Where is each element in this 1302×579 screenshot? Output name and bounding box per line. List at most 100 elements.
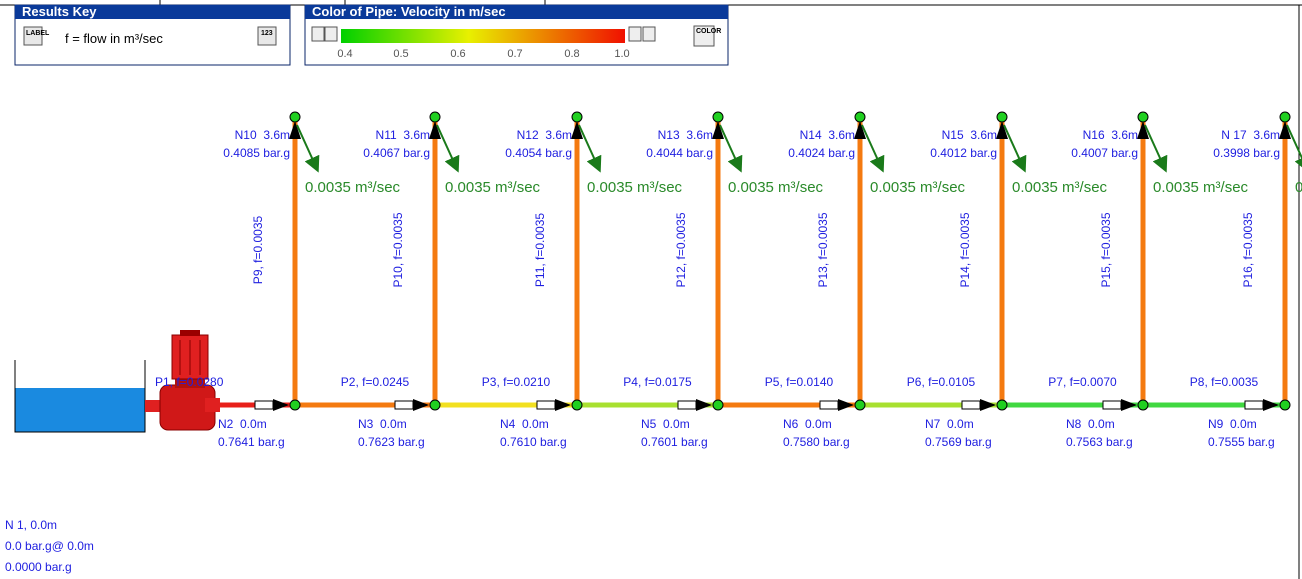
- node-pressure: 0.7610 bar.g: [500, 435, 567, 449]
- node-pressure: 0.7641 bar.g: [218, 435, 285, 449]
- label-button[interactable]: [23, 26, 43, 46]
- color-key: Color of Pipe: Velocity in m/sec COLOR 0…: [304, 4, 729, 66]
- node: [854, 399, 866, 411]
- outlet-marker: [289, 121, 301, 139]
- right-button[interactable]: [642, 26, 656, 42]
- node: [289, 399, 301, 411]
- node-label: N6 0.0m: [783, 417, 832, 431]
- pipe-label: P9, f=0.0035: [251, 215, 265, 284]
- node: [996, 111, 1008, 123]
- scale-tick-label: 0.8: [564, 48, 579, 60]
- flow-arrow: [296, 124, 320, 173]
- scale-tick-label: 1.0: [614, 48, 629, 60]
- check-valve: [961, 400, 981, 410]
- pump: [145, 330, 220, 431]
- pipe-label: P4, f=0.0175: [623, 375, 692, 389]
- velocity-gradient: [341, 29, 625, 43]
- demand-flow: 0.0035 m³/sec: [1012, 179, 1108, 196]
- outlet-marker: [1137, 121, 1149, 139]
- flow-arrow: [1144, 124, 1168, 173]
- scale-tick-label: 0.6: [450, 48, 465, 60]
- pipe-label: P14, f=0.0035: [958, 212, 972, 287]
- number-button[interactable]: [257, 26, 277, 46]
- check-valve: [254, 400, 274, 410]
- node: [429, 111, 441, 123]
- right-button[interactable]: [324, 26, 338, 42]
- pipe-label: P8, f=0.0035: [1190, 375, 1259, 389]
- node-pressure: 0.7555 bar.g: [1208, 435, 1275, 449]
- valve-arrow: [555, 399, 571, 411]
- valve-arrow: [838, 399, 854, 411]
- node-label: N12 3.6m: [517, 128, 572, 142]
- node: [996, 399, 1008, 411]
- outlet-marker: [996, 121, 1008, 139]
- node-label: N2 0.0m: [218, 417, 267, 431]
- pipe-label: P16, f=0.0035: [1241, 212, 1255, 287]
- number-icon: 123: [261, 30, 273, 37]
- node-pressure: 0.7580 bar.g: [783, 435, 850, 449]
- flow-arrow: [719, 124, 743, 173]
- demand-flow: 0.0035 m³/sec: [445, 179, 541, 196]
- demand-flow: 0.0035 m³/sec: [870, 179, 966, 196]
- node-label: N7 0.0m: [925, 417, 974, 431]
- node: [571, 399, 583, 411]
- check-valve: [536, 400, 556, 410]
- outlet-marker: [712, 121, 724, 139]
- node-pressure: 0.4044 bar.g: [646, 146, 713, 160]
- source-label: 0.0000 bar.g: [5, 560, 72, 574]
- node-pressure: 0.4024 bar.g: [788, 146, 855, 160]
- node-label: N11 3.6m: [376, 128, 430, 142]
- check-valve: [1102, 400, 1122, 410]
- flow-arrow: [1003, 124, 1027, 173]
- node: [854, 111, 866, 123]
- pipe-label: P11, f=0.0035: [533, 213, 547, 288]
- pipe-label: P15, f=0.0035: [1099, 212, 1113, 287]
- outlet-marker: [429, 121, 441, 139]
- demand-flow: 0.0035 m³/sec: [587, 179, 683, 196]
- node-pressure: 0.7623 bar.g: [358, 435, 425, 449]
- color-button[interactable]: [693, 25, 715, 47]
- node: [289, 111, 301, 123]
- color-icon: COLOR: [696, 28, 721, 35]
- scale-tick-label: 0.5: [393, 48, 408, 60]
- flow-arrow: [1286, 124, 1302, 173]
- node-pressure: 0.7569 bar.g: [925, 435, 992, 449]
- node-label: N8 0.0m: [1066, 417, 1115, 431]
- node-label: N13 3.6m: [658, 128, 713, 142]
- pipe-label: P12, f=0.0035: [674, 212, 688, 287]
- results-key: Results Key LABEL f = flow in m³/sec 123: [14, 4, 291, 66]
- pipe-label: P10, f=0.0035: [391, 212, 405, 287]
- left-button[interactable]: [628, 26, 642, 42]
- scale-tick-label: 0.7: [507, 48, 522, 60]
- left-button[interactable]: [311, 26, 325, 42]
- node-label: N16 3.6m: [1083, 128, 1138, 142]
- pipe-label: P13, f=0.0035: [816, 212, 830, 287]
- node: [429, 399, 441, 411]
- check-valve: [1244, 400, 1264, 410]
- check-valve: [677, 400, 697, 410]
- valve-arrow: [696, 399, 712, 411]
- valve-arrow: [1121, 399, 1137, 411]
- node-pressure: 0.7563 bar.g: [1066, 435, 1133, 449]
- tank: [14, 360, 146, 433]
- scale-tick-label: 0.4: [337, 48, 352, 60]
- node-label: N15 3.6m: [942, 128, 997, 142]
- node-pressure: 0.4007 bar.g: [1071, 146, 1138, 160]
- node: [712, 399, 724, 411]
- node: [1137, 111, 1149, 123]
- pipe-label: P6, f=0.0105: [907, 375, 976, 389]
- flow-arrow: [861, 124, 885, 173]
- source-label: N 1, 0.0m: [5, 518, 57, 532]
- node-label: N5 0.0m: [641, 417, 690, 431]
- source-label: 0.0 bar.g@ 0.0m: [5, 539, 94, 553]
- node-label: N10 3.6m: [235, 128, 290, 142]
- pipe-label: P2, f=0.0245: [341, 375, 410, 389]
- pipe-label: P7, f=0.0070: [1048, 375, 1117, 389]
- node-pressure: 0.3998 bar.g: [1213, 146, 1280, 160]
- pipe-label: P5, f=0.0140: [765, 375, 834, 389]
- outlet-marker: [854, 121, 866, 139]
- node-pressure: 0.4054 bar.g: [505, 146, 572, 160]
- check-valve: [819, 400, 839, 410]
- node-label: N14 3.6m: [800, 128, 855, 142]
